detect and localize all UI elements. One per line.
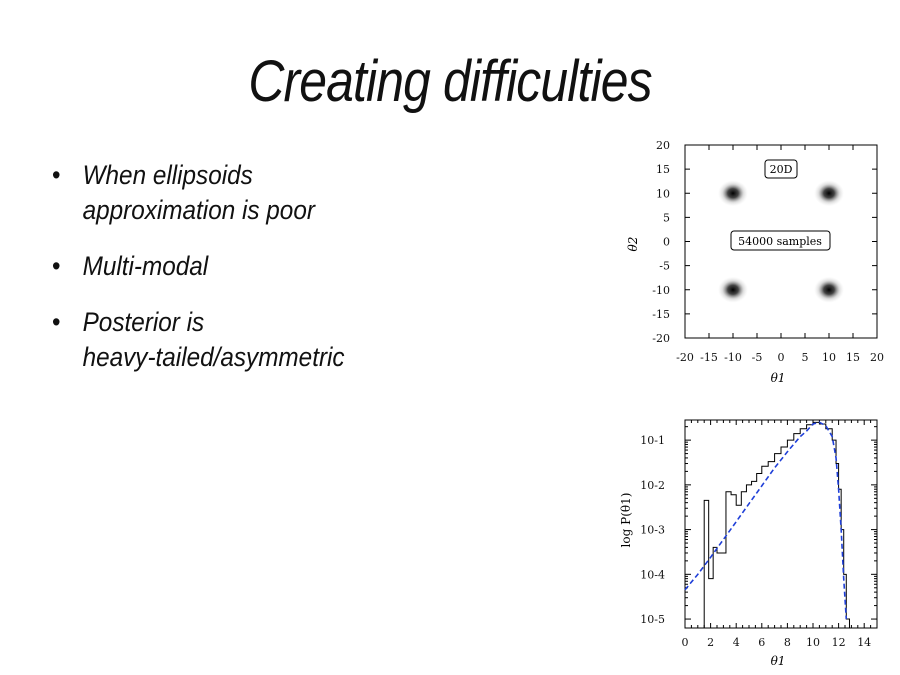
annotation-samples: 54000 samples	[738, 235, 822, 248]
bullet-list: • When ellipsoids approximation is poor …	[52, 158, 432, 396]
y-tick-label: 20	[656, 139, 670, 152]
bullet-item: • Multi-modal	[52, 249, 394, 284]
sample-cluster	[718, 180, 748, 207]
sample-cluster	[814, 180, 844, 207]
x-tick-label: 10	[822, 351, 836, 364]
y-tick-label: 5	[663, 211, 670, 224]
y-tick-label: -15	[652, 308, 670, 321]
y-tick-label: 10-5	[640, 613, 665, 626]
x-tick-label: 4	[733, 636, 740, 649]
bullet-marker: •	[52, 307, 61, 337]
y-tick-label: 10-4	[640, 568, 665, 581]
x-tick-label: 15	[846, 351, 860, 364]
bullet-text-line: Multi-modal	[82, 251, 209, 281]
x-tick-label: 6	[758, 636, 765, 649]
x-axis-label: θ1	[771, 371, 786, 385]
y-tick-label: 10-1	[640, 434, 665, 447]
bullet-text-line: Posterior is	[82, 307, 205, 337]
bullet-marker: •	[52, 160, 61, 190]
x-tick-label: 8	[784, 636, 791, 649]
y-axis-label: log P(θ1)	[619, 493, 633, 548]
x-tick-label: -15	[700, 351, 718, 364]
annotation-dimension: 20D	[770, 163, 793, 176]
y-tick-label: 10-3	[640, 524, 665, 537]
bullet-text-line: approximation is poor	[82, 195, 315, 225]
analytic-curve-series	[684, 421, 848, 620]
x-tick-label: 12	[832, 636, 846, 649]
y-tick-label: -10	[652, 284, 670, 297]
y-tick-label: -20	[652, 332, 670, 345]
bullet-text-line: heavy-tailed/asymmetric	[82, 342, 345, 372]
x-tick-label: -5	[752, 351, 763, 364]
y-axis-label: θ2	[626, 237, 640, 252]
bullet-marker: •	[52, 251, 61, 281]
x-tick-label: 10	[806, 636, 820, 649]
y-tick-label: 10	[656, 187, 670, 200]
annotation-box	[764, 159, 798, 179]
bullet-text-line: When ellipsoids	[82, 160, 253, 190]
x-tick-label: 5	[802, 351, 809, 364]
x-tick-label: -20	[676, 351, 694, 364]
x-tick-label: -10	[724, 351, 742, 364]
x-axis-label: θ1	[771, 654, 786, 668]
x-tick-label: 14	[857, 636, 871, 649]
annotation-box	[730, 230, 831, 251]
x-tick-label: 0	[778, 351, 785, 364]
sample-cluster	[814, 276, 844, 303]
y-tick-label: 10-2	[640, 479, 665, 492]
sample-cluster	[718, 276, 748, 303]
y-tick-label: 0	[663, 236, 670, 249]
slide-title: Creating difficulties	[248, 49, 652, 114]
x-tick-label: 2	[707, 636, 714, 649]
bullet-item: • Posterior is heavy-tailed/asymmetric	[52, 305, 394, 375]
bullet-item: • When ellipsoids approximation is poor	[52, 158, 394, 228]
y-tick-label: 15	[656, 163, 670, 176]
y-tick-label: -5	[659, 260, 670, 273]
histogram-series	[703, 421, 850, 628]
x-tick-label: 20	[870, 351, 884, 364]
x-tick-label: 0	[682, 636, 689, 649]
